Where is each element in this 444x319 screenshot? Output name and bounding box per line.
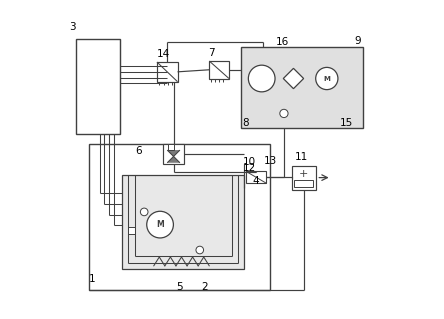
Bar — [128, 226, 135, 234]
Text: 7: 7 — [208, 48, 214, 58]
Polygon shape — [283, 68, 304, 89]
Bar — [246, 171, 266, 183]
Text: +: + — [299, 169, 309, 179]
Text: 3: 3 — [69, 22, 75, 33]
Text: M: M — [156, 220, 164, 229]
Text: 12: 12 — [242, 163, 256, 173]
Bar — [163, 144, 184, 164]
Text: 16: 16 — [276, 37, 289, 47]
Text: 1: 1 — [89, 274, 96, 284]
Bar — [294, 180, 313, 187]
Text: 10: 10 — [242, 158, 256, 167]
Text: 5: 5 — [176, 282, 182, 292]
Circle shape — [280, 109, 288, 118]
Bar — [122, 175, 244, 269]
Text: 6: 6 — [135, 146, 142, 156]
Polygon shape — [167, 150, 180, 156]
Bar — [168, 144, 174, 150]
Text: 11: 11 — [295, 152, 308, 162]
Bar — [292, 166, 316, 190]
Bar — [89, 144, 270, 290]
Text: 2: 2 — [202, 282, 208, 292]
Text: M: M — [323, 76, 330, 82]
Text: 13: 13 — [264, 156, 277, 166]
Text: 4: 4 — [252, 176, 259, 187]
Circle shape — [140, 208, 148, 216]
Circle shape — [196, 246, 204, 254]
Text: 8: 8 — [242, 118, 249, 128]
Circle shape — [248, 65, 275, 92]
Text: 9: 9 — [355, 36, 361, 46]
Bar — [76, 39, 120, 134]
Bar — [157, 62, 178, 82]
Bar — [209, 61, 229, 78]
Circle shape — [147, 211, 174, 238]
Circle shape — [316, 67, 338, 90]
Bar — [241, 47, 363, 128]
Text: 14: 14 — [157, 49, 170, 59]
Text: 15: 15 — [340, 118, 353, 128]
Polygon shape — [167, 156, 180, 163]
